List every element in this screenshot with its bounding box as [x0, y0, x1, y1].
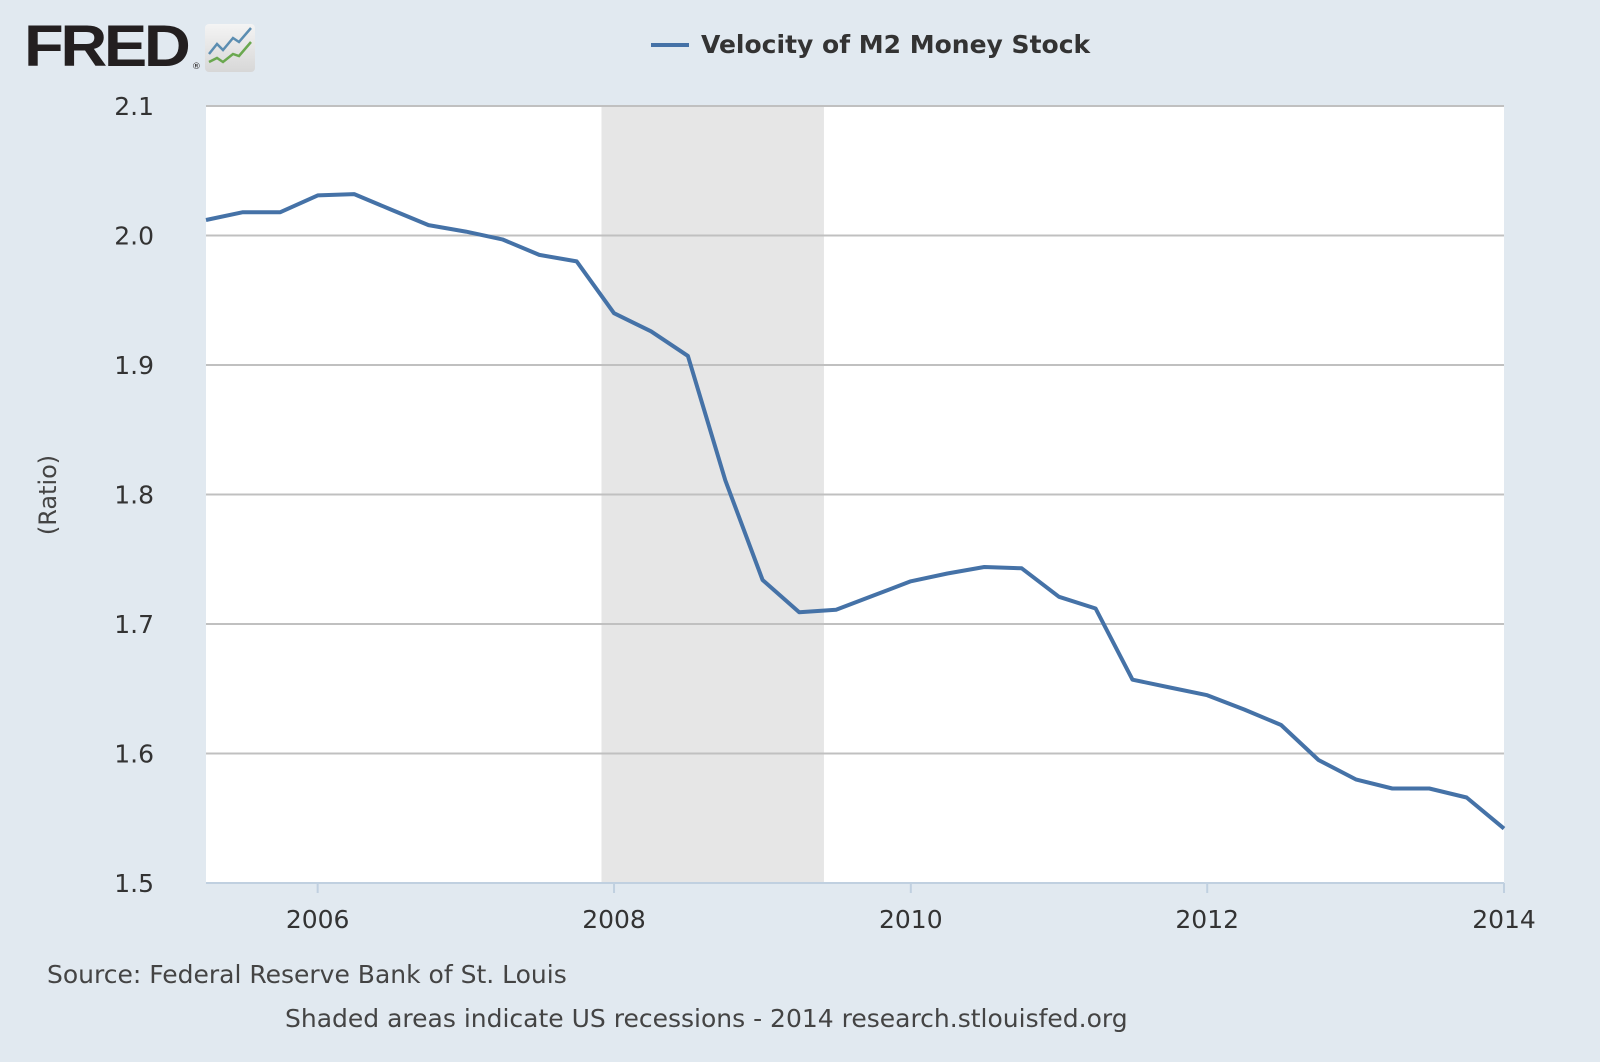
y-axis-label: (Ratio) — [34, 454, 62, 536]
registered-mark: ® — [191, 62, 201, 72]
x-tick-label: 2014 — [1472, 905, 1536, 934]
x-tick-label: 2012 — [1175, 905, 1239, 934]
line-chart-icon — [204, 24, 255, 72]
legend-swatch — [651, 42, 689, 47]
y-tick-label: 1.8 — [114, 481, 154, 510]
x-tick-label: 2008 — [582, 905, 646, 934]
x-tick-label: 2010 — [879, 905, 943, 934]
y-tick-label: 1.7 — [114, 610, 154, 639]
fred-logo[interactable]: FRED ® — [24, 14, 255, 79]
logo-text: FRED — [24, 14, 191, 79]
legend[interactable]: Velocity of M2 Money Stock — [651, 30, 1090, 59]
legend-label: Velocity of M2 Money Stock — [701, 30, 1091, 59]
x-tick-label: 2006 — [286, 905, 350, 934]
y-tick-label: 2.1 — [114, 92, 154, 121]
y-tick-label: 2.0 — [114, 222, 154, 251]
y-tick-label: 1.6 — [114, 740, 154, 769]
source-text: Source: Federal Reserve Bank of St. Loui… — [47, 960, 567, 989]
y-tick-label: 1.9 — [114, 351, 154, 380]
series-line — [205, 192, 1506, 831]
y-tick-label: 1.5 — [114, 869, 154, 898]
recession-note[interactable]: Shaded areas indicate US recessions - 20… — [285, 1004, 1128, 1033]
